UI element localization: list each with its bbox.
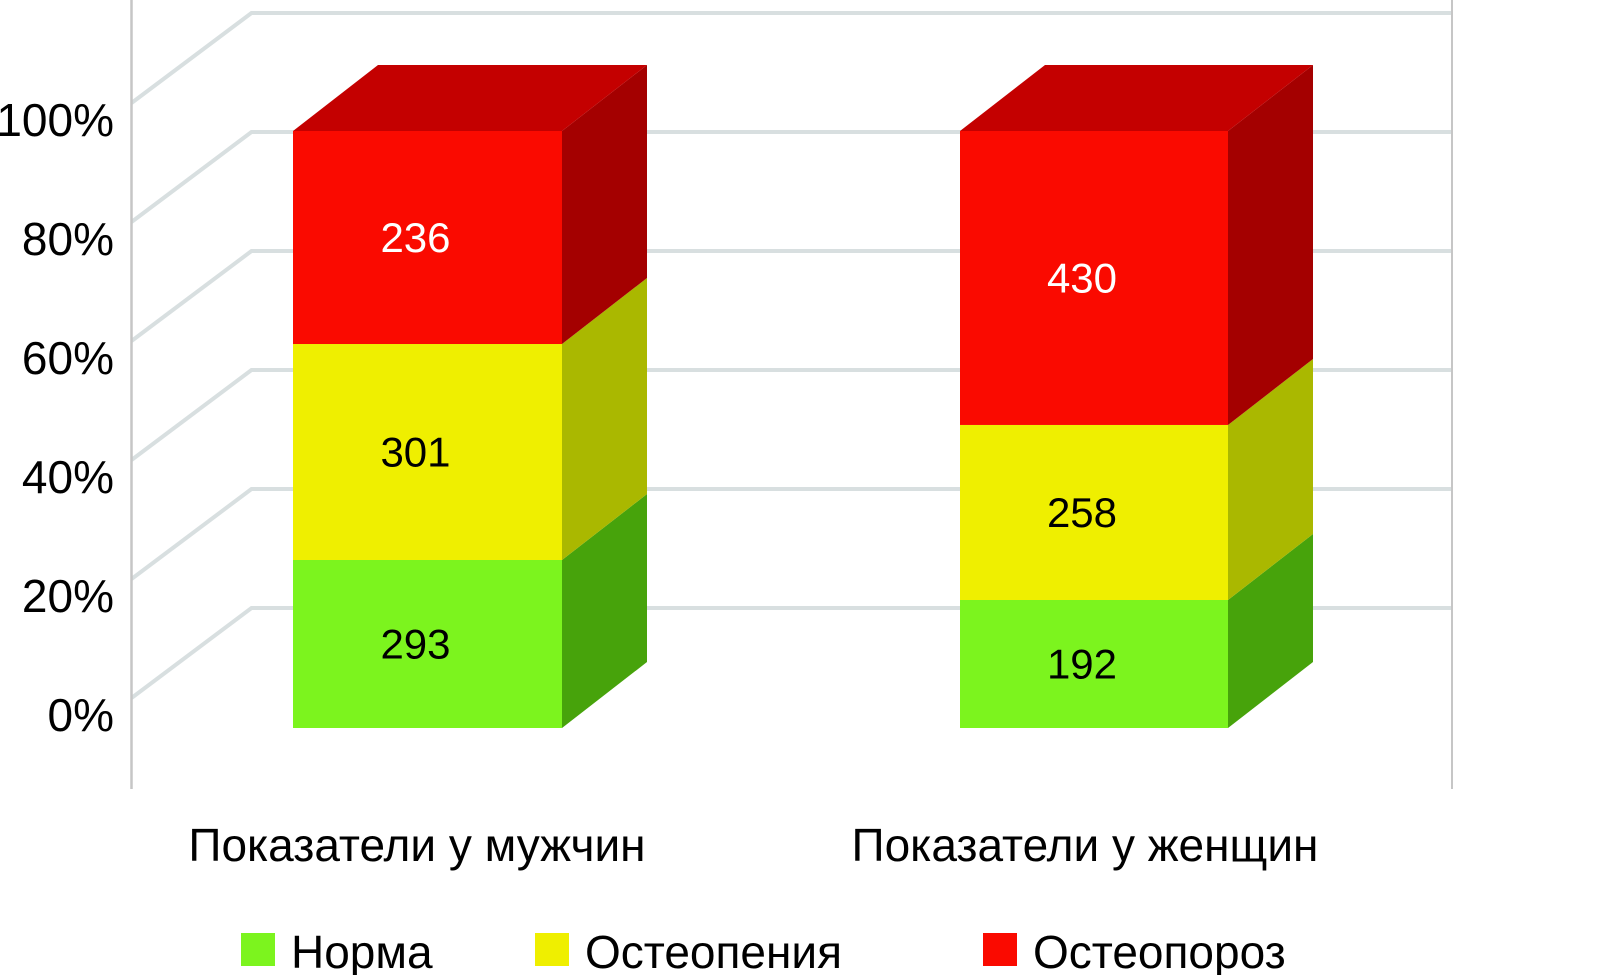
bar-segment-front-Остеопения xyxy=(293,344,562,561)
bar-value-label: 301 xyxy=(380,429,450,476)
bar-segment-side-Остеопения xyxy=(1228,358,1313,601)
legend-label: Остеопороз xyxy=(1033,926,1286,975)
y-axis-tick-label: 0% xyxy=(48,689,114,741)
legend-swatch-Остеопения xyxy=(535,933,569,966)
bar-segment-front-Норма xyxy=(293,560,562,728)
bar-value-label: 430 xyxy=(1047,254,1117,301)
bar-segment-top-Остеопороз xyxy=(293,65,647,131)
bar-value-label: 236 xyxy=(380,214,450,261)
gridline xyxy=(130,11,1452,105)
bar-segment-top-Остеопороз xyxy=(960,65,1313,131)
y-axis-tick-label: 100% xyxy=(0,94,114,146)
legend-label: Остеопения xyxy=(585,926,842,975)
bar-segment-side-Остеопороз xyxy=(1228,65,1313,425)
y-axis-tick-label: 80% xyxy=(22,213,114,265)
y-axis-tick-label: 20% xyxy=(22,570,114,622)
bar-value-label: 258 xyxy=(1047,489,1117,536)
bar-segment-side-Норма xyxy=(1228,534,1313,728)
bar-value-label: 192 xyxy=(1047,641,1117,688)
legend-swatch-Норма xyxy=(241,933,275,966)
legend-swatch-Остеопороз xyxy=(983,933,1017,966)
bar-segment-side-Остеопения xyxy=(562,278,647,561)
bar-segment-side-Остеопороз xyxy=(562,65,647,345)
bar-segment-side-Норма xyxy=(562,494,647,728)
y-axis-tick-label: 40% xyxy=(22,451,114,503)
bar-segment-front-Остеопения xyxy=(960,424,1228,601)
category-label: Показатели у мужчин xyxy=(188,819,645,871)
category-label: Показатели у женщин xyxy=(852,819,1319,871)
bar-segment-front-Остеопороз xyxy=(960,131,1228,425)
bar-segment-front-Норма xyxy=(960,600,1228,728)
bar-segment-front-Остеопороз xyxy=(293,131,562,345)
y-axis-tick-label: 60% xyxy=(22,332,114,384)
legend-label: Норма xyxy=(291,926,433,975)
bar-value-label: 293 xyxy=(380,621,450,668)
